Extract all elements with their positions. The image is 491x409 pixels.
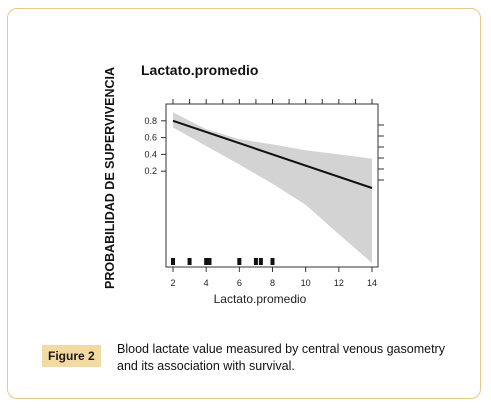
x-tick-label: 4 (204, 278, 209, 288)
rug-mark (187, 258, 192, 265)
rug-mark (253, 258, 258, 265)
rug-mark (270, 258, 275, 265)
x-tick-label: 2 (170, 278, 175, 288)
fitted-line (172, 119, 373, 189)
rug-mark (258, 258, 263, 265)
y-tick-label: 0.8 (144, 116, 157, 126)
y-tick-label: 0.2 (144, 166, 157, 176)
x-tick-label: 14 (367, 278, 377, 288)
figure-frame (7, 8, 481, 399)
figure-label: Figure 2 (42, 345, 101, 367)
y-tick-label: 0.4 (144, 149, 157, 159)
rug-mark (237, 258, 242, 265)
chart-title: Lactato.promedio (141, 62, 258, 78)
x-tick-label: 6 (237, 278, 242, 288)
y-tick-label: 0.6 (144, 133, 157, 143)
x-tick-label: 8 (270, 278, 275, 288)
confidence-band (173, 112, 372, 264)
x-axis-label: Lactato.promedio (214, 292, 307, 306)
y-axis-label: PROBABILIDAD DE SUPERVIVENCIA (103, 67, 117, 289)
x-tick-label: 10 (301, 278, 311, 288)
figure-caption: Blood lactate value measured by central … (117, 342, 445, 373)
rug-mark (207, 258, 212, 265)
rug-mark (204, 258, 209, 265)
x-tick-label: 12 (334, 278, 344, 288)
rug-mark (171, 258, 175, 265)
